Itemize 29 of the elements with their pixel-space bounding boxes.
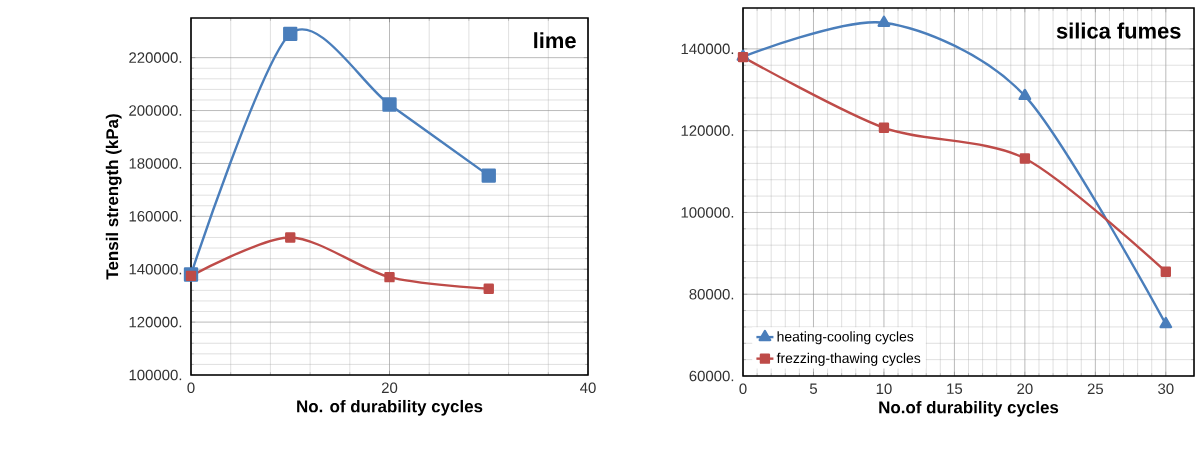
x-tick-label: 10 — [876, 383, 892, 395]
legend-label: frezzing-thawing cycles — [776, 352, 921, 366]
y-tick-label: 220000. — [129, 52, 182, 63]
y-tick-label: 120000. — [681, 125, 734, 136]
x-tick-label: 20 — [1017, 383, 1033, 395]
x-tick-label: 40 — [580, 382, 596, 394]
y-tick-label: 200000. — [129, 105, 182, 116]
x-tick-label: 0 — [739, 383, 747, 395]
y-tick-label: 160000. — [129, 211, 182, 222]
y-tick-label: 180000. — [129, 158, 182, 169]
y-tick-label: 140000. — [129, 263, 182, 275]
annotation: silica fumes — [1056, 22, 1181, 39]
x-tick-label: 5 — [809, 383, 818, 394]
legend-label: heating-cooling cycles — [777, 331, 914, 345]
x-tick-label: 20 — [381, 382, 398, 394]
y-tick-label: 120000. — [129, 316, 182, 328]
y-tick-label: 60000. — [689, 370, 734, 382]
x-tick-label: 25 — [1087, 383, 1104, 395]
y-axis-title: Tensil strength (kPa) — [105, 114, 122, 280]
x-axis-title: No. of durability cycles — [297, 399, 483, 416]
annotation: lime — [534, 32, 576, 49]
x-tick-label: 0 — [187, 382, 195, 394]
y-tick-label: 100000. — [129, 369, 182, 381]
x-tick-label: 15 — [947, 383, 963, 394]
x-axis-title: No.of durability cycles — [879, 400, 1059, 417]
x-tick-label: 30 — [1158, 383, 1174, 395]
y-tick-label: 100000. — [681, 207, 734, 218]
y-tick-label: 140000. — [681, 43, 734, 55]
y-tick-label: 80000. — [689, 288, 734, 300]
